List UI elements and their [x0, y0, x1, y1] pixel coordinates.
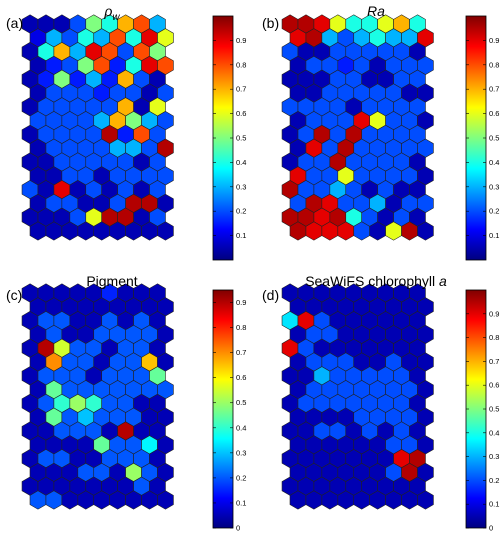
colorbar-tick-label: 0 [236, 524, 240, 533]
hex-cell [417, 221, 434, 241]
colorbar-tick-label: 0.1 [236, 498, 246, 507]
colorbar-tick-label: 0.4 [236, 158, 246, 167]
colorbar-tick-label: 0.5 [489, 134, 499, 143]
panel-c: 0 0.1 0.2 0.3 0.4 0.5 0.6 0.7 0.8 0.9 (c) Pigment [6, 273, 246, 533]
colorbar-tick-label: 0.6 [489, 381, 499, 390]
colorbar-tick-label: 0.4 [236, 423, 246, 432]
colorbar-tick-label: 0.8 [489, 333, 499, 342]
colorbar-tick-label: 0.1 [489, 500, 499, 509]
panel-a: 0.10.20.30.40.50.60.70.80.9(a)ρw [6, 3, 246, 261]
hex-cell [417, 490, 434, 510]
colorbar-tick-label: 0.3 [236, 182, 246, 191]
panel-letter: (c) [6, 287, 22, 303]
panel-title-italic-suffix: a [439, 273, 447, 289]
colorbar-tick-label: 0.8 [236, 323, 246, 332]
colorbar-tick-label: 0.8 [236, 60, 246, 69]
colorbar-tick-label: 0.5 [236, 398, 246, 407]
colorbar-tick-label: 0.8 [489, 60, 499, 69]
colorbar-tick-label: 0.1 [236, 231, 246, 240]
colorbar-tick-label: 0.2 [489, 207, 499, 216]
colorbar-tick-label: 0.7 [236, 348, 246, 357]
colorbar-tick-label: 0.1 [489, 231, 499, 240]
colorbar-tick-label: 0.2 [236, 207, 246, 216]
panel-title: Pigment [86, 273, 137, 289]
panel-title: Ra [367, 3, 385, 19]
panel-letter: (d) [262, 287, 279, 303]
hex-cell [157, 490, 174, 510]
panel-title: SeaWiFS chlorophyll a [305, 273, 447, 289]
colorbar-tick-label: 0.3 [489, 182, 499, 191]
panel-b: 0.1 0.2 0.3 0.4 0.5 0.6 0.7 0.8 0.9 (b) Ra [262, 3, 499, 261]
colorbar-tick-label: 0.6 [236, 373, 246, 382]
colorbar-tick-label: 0.3 [489, 452, 499, 461]
colorbar-tick-label: 0.9 [489, 309, 499, 318]
panel-d: 0 0.1 0.2 0.3 0.4 0.5 0.6 0.7 0.8 0.9 (d) SeaWiFS c… [262, 273, 499, 533]
colorbar-tick-label: 0 [489, 524, 493, 533]
colorbar-tick-label: 0.2 [236, 473, 246, 482]
colorbar-tick-label: 0.7 [489, 357, 499, 366]
panel-title-subscript: w [112, 12, 120, 23]
colorbar-tick-label: 0.7 [489, 85, 499, 94]
colorbar-tick-label: 0.5 [236, 134, 246, 143]
colorbar-tick-label: 0.3 [236, 448, 246, 457]
colorbar-tick-label: 0.5 [489, 405, 499, 414]
colorbar-tick-label: 0.7 [236, 85, 246, 94]
colorbar [212, 289, 234, 529]
hex-cell [157, 221, 174, 241]
colorbar-tick-label: 0.9 [236, 36, 246, 45]
colorbar-tick-label: 0.4 [489, 158, 499, 167]
colorbar-tick-label: 0.9 [236, 298, 246, 307]
colorbar-tick-label: 0.9 [489, 36, 499, 45]
panel-letter: (b) [262, 15, 279, 31]
colorbar-tick-label: 0.6 [236, 109, 246, 118]
colorbar-tick-label: 0.4 [489, 428, 499, 437]
colorbar-tick-label: 0.6 [489, 109, 499, 118]
colorbar-tick-label: 0.2 [489, 476, 499, 485]
panel-letter: (a) [6, 15, 23, 31]
